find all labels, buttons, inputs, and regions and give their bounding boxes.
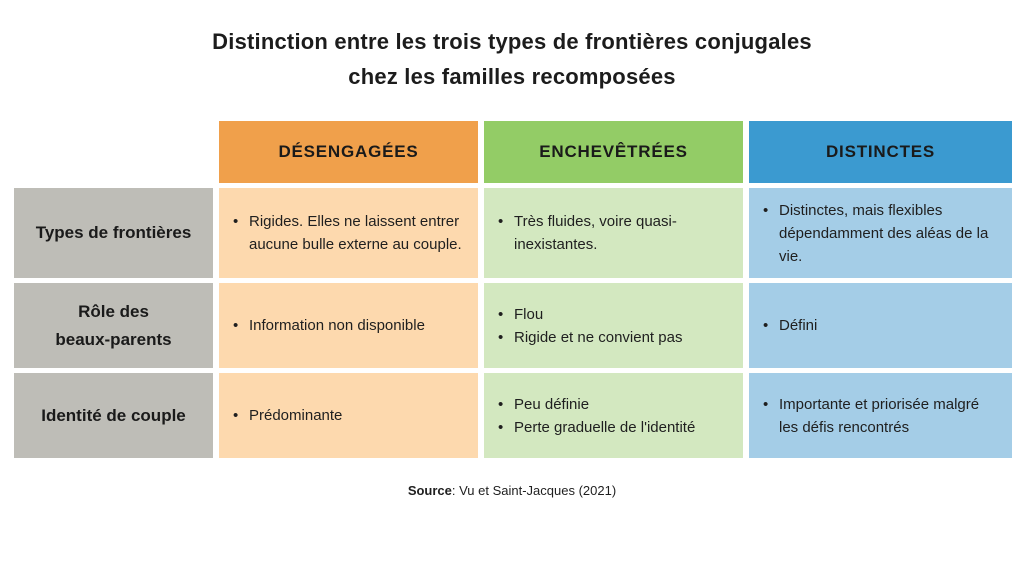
cell-r3-c3: Importante et priorisée malgré les défis… xyxy=(749,373,1012,458)
cell-r1-c3: Distinctes, mais flexibles dépendamment … xyxy=(749,188,1012,278)
cell-r3-c1: Prédominante xyxy=(219,373,478,458)
list-item: Information non disponible xyxy=(233,314,425,337)
row-header-identite-couple: Identité de couple xyxy=(14,373,213,458)
row-header-line: Rôle des xyxy=(78,301,149,321)
column-header-enchevetrees: ENCHEVÊTRÉES xyxy=(484,121,743,183)
row-header-line: Identité de couple xyxy=(41,405,186,425)
list-item: Prédominante xyxy=(233,404,342,427)
cell-r2-c1: Information non disponible xyxy=(219,283,478,368)
row-header-types-frontieres: Types de frontières xyxy=(14,188,213,278)
column-header-desengagees: DÉSENGAGÉES xyxy=(219,121,478,183)
list-item: Défini xyxy=(763,314,817,337)
row-header-line: Types de frontières xyxy=(35,223,192,242)
list-item: Distinctes, mais flexibles dépendamment … xyxy=(763,199,1000,268)
cell-r2-c2: Flou Rigide et ne convient pas xyxy=(484,283,743,368)
source-text: : Vu et Saint-Jacques (2021) xyxy=(451,483,617,498)
row-header-line: beaux-parents xyxy=(55,329,172,349)
list-item: Rigides. Elles ne laissent entrer aucune… xyxy=(233,210,466,256)
cell-r1-c1: Rigides. Elles ne laissent entrer aucune… xyxy=(219,188,478,278)
list-item: Rigide et ne convient pas xyxy=(498,326,682,349)
page-title: Distinction entre les trois types de fro… xyxy=(0,24,1024,94)
column-header-distinctes: DISTINCTES xyxy=(749,121,1012,183)
comparison-table: DÉSENGAGÉES ENCHEVÊTRÉES DISTINCTES Type… xyxy=(14,121,1012,458)
cell-r1-c2: Très fluides, voire quasi-inexistantes. xyxy=(484,188,743,278)
list-item: Perte graduelle de l'identité xyxy=(498,416,695,439)
list-item: Flou xyxy=(498,303,682,326)
source-citation: Source: Vu et Saint-Jacques (2021) xyxy=(0,483,1024,498)
row-header-role-beaux-parents: Rôle des beaux-parents xyxy=(14,283,213,368)
cell-r3-c2: Peu définie Perte graduelle de l'identit… xyxy=(484,373,743,458)
source-label: Source xyxy=(407,483,452,498)
list-item: Très fluides, voire quasi-inexistantes. xyxy=(498,210,731,256)
title-line-2: chez les familles recomposées xyxy=(348,64,676,89)
list-item: Peu définie xyxy=(498,393,695,416)
list-item: Importante et priorisée malgré les défis… xyxy=(763,393,1000,439)
table-corner xyxy=(14,121,213,183)
title-line-1: Distinction entre les trois types de fro… xyxy=(212,29,812,54)
cell-r2-c3: Défini xyxy=(749,283,1012,368)
